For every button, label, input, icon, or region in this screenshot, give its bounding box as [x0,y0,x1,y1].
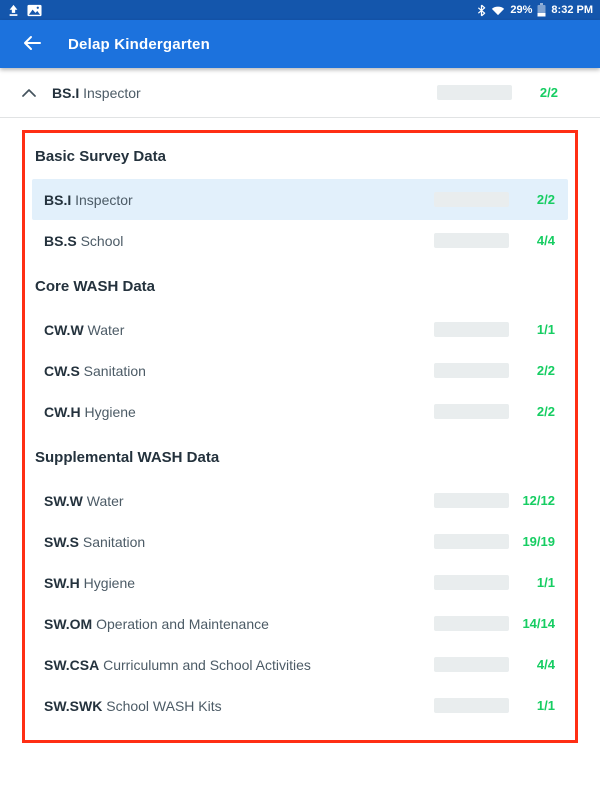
row-label-wrap: BS.I Inspector [44,192,133,208]
survey-row[interactable]: SW.H Hygiene 1/1 [32,562,568,603]
section-title: Supplemental WASH Data [35,449,220,466]
row-count: 4/4 [536,657,555,672]
survey-row[interactable]: SW.CSA Curriculumn and School Activities… [32,644,568,685]
row-label-wrap: SW.H Hygiene [44,575,135,591]
row-code: SW.SWK [44,697,103,714]
row-count: 1/1 [536,575,555,590]
progress-bar [434,192,509,207]
progress-bar [434,698,509,713]
survey-row[interactable]: BS.S School 4/4 [32,220,568,261]
row-label: Curriculumn and School Activities [99,656,311,673]
row-label-wrap: SW.CSA Curriculumn and School Activities [44,657,311,673]
survey-row[interactable]: BS.I Inspector 2/2 [32,179,568,220]
group-header-name: Inspector [83,84,141,101]
row-label: School [76,232,124,249]
row-code: SW.CSA [44,656,100,673]
survey-row[interactable]: CW.W Water 1/1 [32,309,568,350]
progress-bar [434,575,509,590]
divider [0,117,600,118]
row-label: Water [82,492,124,509]
survey-row[interactable]: SW.S Sanitation 19/19 [32,521,568,562]
group-header-label: BS.I Inspector [52,85,141,101]
section-title: Core WASH Data [35,278,156,295]
survey-section: Core WASH Data CW.W Water 1/1 CW.S Sanit… [32,277,568,432]
row-label: Inspector [71,191,133,208]
row-count: 14/14 [522,616,555,631]
survey-section: Supplemental WASH Data SW.W Water 12/12 … [32,448,568,726]
row-label-wrap: CW.W Water [44,322,124,338]
row-label-wrap: SW.SWK School WASH Kits [44,698,222,714]
row-count: 4/4 [536,233,555,248]
row-label-wrap: SW.W Water [44,493,124,509]
survey-group-header[interactable]: BS.I Inspector 2/2 [0,68,600,117]
row-count: 1/1 [536,322,555,337]
screenshot-icon [27,4,42,17]
group-header-code: BS.I [52,84,80,101]
progress-bar [434,404,509,419]
row-code: CW.H [44,403,81,420]
row-label: Sanitation [79,362,146,379]
upload-icon [7,4,20,17]
progress-bar [434,534,509,549]
section-rows: BS.I Inspector 2/2 BS.S School 4/4 [32,179,568,261]
survey-row[interactable]: SW.SWK School WASH Kits 1/1 [32,685,568,726]
progress-count: 2/2 [539,85,558,100]
status-bar-left [7,4,42,17]
battery-percent: 29% [510,4,533,16]
survey-row[interactable]: CW.S Sanitation 2/2 [32,350,568,391]
row-code: BS.I [44,191,72,208]
row-code: CW.S [44,362,80,379]
back-button[interactable] [14,26,50,62]
row-label-wrap: SW.OM Operation and Maintenance [44,616,269,632]
row-label: Hygiene [80,403,136,420]
progress-bar [434,363,509,378]
arrow-left-icon [22,35,42,54]
row-count: 2/2 [536,404,555,419]
row-code: SW.OM [44,615,93,632]
status-bar: 29% 8:32 PM [0,0,600,20]
row-code: SW.S [44,533,80,550]
row-count: 12/12 [522,493,555,508]
section-rows: SW.W Water 12/12 SW.S Sanitation 19/19 S… [32,480,568,726]
row-label-wrap: SW.S Sanitation [44,534,145,550]
section-rows: CW.W Water 1/1 CW.S Sanitation 2/2 CW.H … [32,309,568,432]
survey-row[interactable]: CW.H Hygiene 2/2 [32,391,568,432]
app-bar: Delap Kindergarten [0,20,600,68]
progress-bar [434,657,509,672]
survey-section: Basic Survey Data BS.I Inspector 2/2 BS.… [32,147,568,261]
progress-bar [434,493,509,508]
row-label: Operation and Maintenance [92,615,269,632]
row-code: SW.W [44,492,83,509]
row-label-wrap: BS.S School [44,233,123,249]
progress-bar [434,322,509,337]
row-code: SW.H [44,574,80,591]
row-label-wrap: CW.S Sanitation [44,363,146,379]
row-code: CW.W [44,321,84,338]
row-label: Water [83,321,125,338]
row-count: 1/1 [536,698,555,713]
battery-icon [537,3,546,17]
row-count: 19/19 [522,534,555,549]
section-title: Basic Survey Data [35,148,166,165]
chevron-up-icon[interactable] [22,88,36,97]
survey-row[interactable]: SW.OM Operation and Maintenance 14/14 [32,603,568,644]
bluetooth-icon [477,4,486,17]
row-label: School WASH Kits [102,697,222,714]
row-label: Hygiene [79,574,136,591]
progress-bar [434,616,509,631]
page-title: Delap Kindergarten [68,35,210,53]
row-count: 2/2 [536,363,555,378]
survey-row[interactable]: SW.W Water 12/12 [32,480,568,521]
row-label: Sanitation [79,533,146,550]
progress-bar [434,233,509,248]
clock-text: 8:32 PM [551,4,593,16]
row-label-wrap: CW.H Hygiene [44,404,136,420]
status-bar-right: 29% 8:32 PM [477,3,593,17]
question-groups-panel: Basic Survey Data BS.I Inspector 2/2 BS.… [22,130,578,743]
progress-bar [437,85,512,100]
row-code: BS.S [44,232,77,249]
row-count: 2/2 [536,192,555,207]
wifi-icon [491,5,505,16]
